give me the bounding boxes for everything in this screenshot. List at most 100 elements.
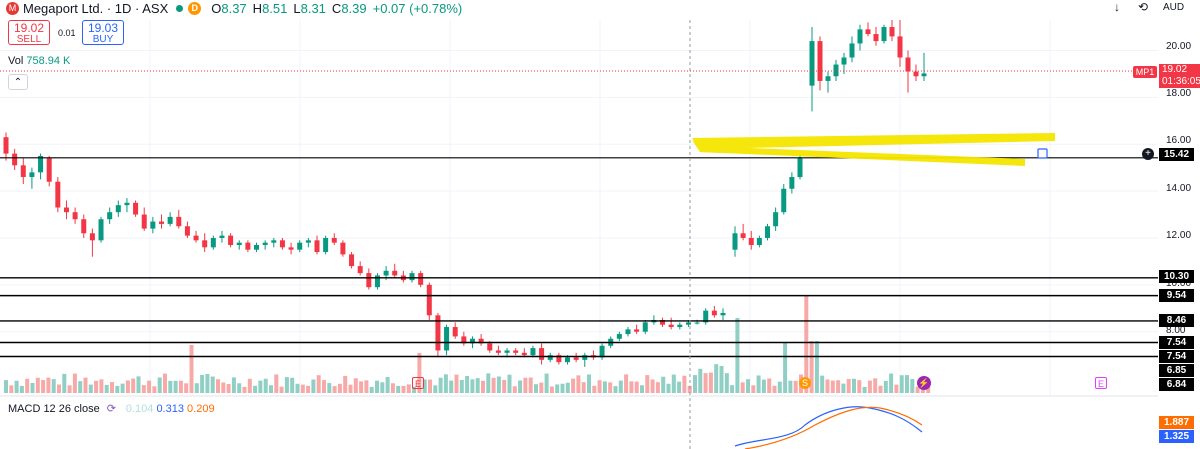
volume-bar [915, 386, 920, 393]
symbol-title[interactable]: Megaport Ltd. · 1D · ASX [23, 0, 169, 16]
volume-bar [438, 377, 443, 393]
candle [107, 207, 113, 224]
volume-bar [353, 378, 358, 393]
volume-bar [645, 375, 650, 393]
candle [305, 237, 311, 248]
volume-bar [311, 379, 316, 393]
add-plus-icon[interactable]: + [1142, 148, 1154, 160]
candle [873, 27, 879, 46]
volume-bar [72, 373, 77, 393]
y-tick-12: 12.00 [1166, 230, 1192, 241]
level-drag-handle[interactable] [1037, 148, 1048, 159]
macd-line [734, 406, 923, 447]
volume-bar [120, 383, 125, 393]
candle [677, 322, 683, 330]
earnings-marker[interactable]: E [412, 377, 424, 389]
volume-bar [369, 386, 374, 393]
volume-bar [253, 385, 258, 393]
volume-bar [518, 380, 523, 393]
volume-bar [125, 380, 130, 393]
volume-bar [836, 380, 841, 393]
yellow-highlight-drawing[interactable] [692, 133, 1055, 166]
buy-label: BUY [92, 34, 114, 45]
volume-bar [173, 380, 178, 393]
volume-bar [793, 380, 798, 393]
volume-bar [189, 345, 194, 393]
split-marker[interactable]: S [799, 377, 811, 389]
macd-settings-icon[interactable]: ⟳ [106, 403, 116, 415]
volume-bar [883, 380, 888, 393]
open-value: 8.37 [221, 0, 247, 16]
volume-legend: Vol 758.94 K [8, 55, 70, 67]
volume-bar [67, 385, 72, 393]
volume-bar [523, 377, 528, 393]
volume-bar [94, 380, 99, 393]
candle [89, 228, 95, 257]
volume-bar [496, 376, 501, 393]
volume-bar [428, 379, 432, 393]
candle [781, 184, 787, 215]
buy-button[interactable]: 19.03 BUY [82, 20, 124, 45]
download-icon[interactable]: ↓ [1114, 0, 1120, 14]
volume-bar [650, 379, 655, 393]
volume-bar [465, 375, 470, 393]
volume-bar [549, 386, 554, 393]
collapse-legend-button[interactable]: ⌃ [8, 74, 28, 90]
level-label-7-54-a: 7.54 [1159, 336, 1194, 349]
volume-bar [51, 379, 56, 393]
level-label-9-54: 9.54 [1159, 289, 1194, 302]
low-key: L [293, 0, 301, 16]
volume-bar [624, 374, 629, 393]
candle [236, 240, 242, 250]
interval-badge: D [188, 1, 202, 15]
volume-bar [115, 385, 120, 393]
candle [703, 308, 709, 325]
market-status-icon [176, 4, 184, 12]
candle [817, 36, 823, 91]
volume-bar [237, 383, 242, 393]
spread-value: 0.01 [58, 28, 76, 38]
candle [711, 305, 717, 318]
candle [271, 237, 277, 248]
refresh-icon[interactable]: ⟲ [1138, 0, 1149, 14]
candle [897, 20, 903, 67]
candle [297, 240, 303, 253]
candle [833, 59, 839, 81]
macd-label[interactable]: MACD 12 26 close [8, 403, 100, 415]
volume-bar [19, 385, 24, 393]
volume-label: Vol [8, 55, 24, 67]
volume-bar [528, 377, 533, 393]
bolt-icon[interactable]: ⚡ [917, 376, 931, 390]
volume-bar [772, 385, 777, 393]
candle [616, 331, 622, 342]
volume-bar [459, 380, 464, 393]
volume-bar [671, 374, 676, 393]
volume-bar [35, 377, 40, 393]
candle [141, 207, 147, 231]
last-price: 19.02 [1162, 64, 1188, 75]
candle [245, 240, 251, 253]
candle [913, 64, 919, 81]
level-lines [0, 157, 1158, 358]
sell-button[interactable]: 19.02 SELL [8, 20, 50, 45]
macd-signal-axis-label: 1.887 [1159, 416, 1194, 429]
candle [889, 20, 895, 42]
volume-bar [258, 380, 263, 393]
volume-bar [597, 380, 602, 393]
earnings-future-marker[interactable]: E [1095, 377, 1107, 389]
volume-bar [216, 379, 220, 393]
candle [29, 167, 35, 189]
sell-price: 19.02 [13, 21, 45, 35]
volume-bar [756, 375, 761, 393]
volume-bar [486, 373, 491, 393]
volume-bar [221, 382, 226, 393]
currency-label[interactable]: AUD [1163, 2, 1185, 13]
volume-bar [512, 386, 517, 393]
candle [81, 214, 87, 238]
volume-bar [502, 379, 507, 393]
volume-bar [560, 383, 565, 393]
candle [20, 158, 26, 185]
volume-bar [104, 384, 109, 393]
volume-bar [592, 385, 597, 393]
